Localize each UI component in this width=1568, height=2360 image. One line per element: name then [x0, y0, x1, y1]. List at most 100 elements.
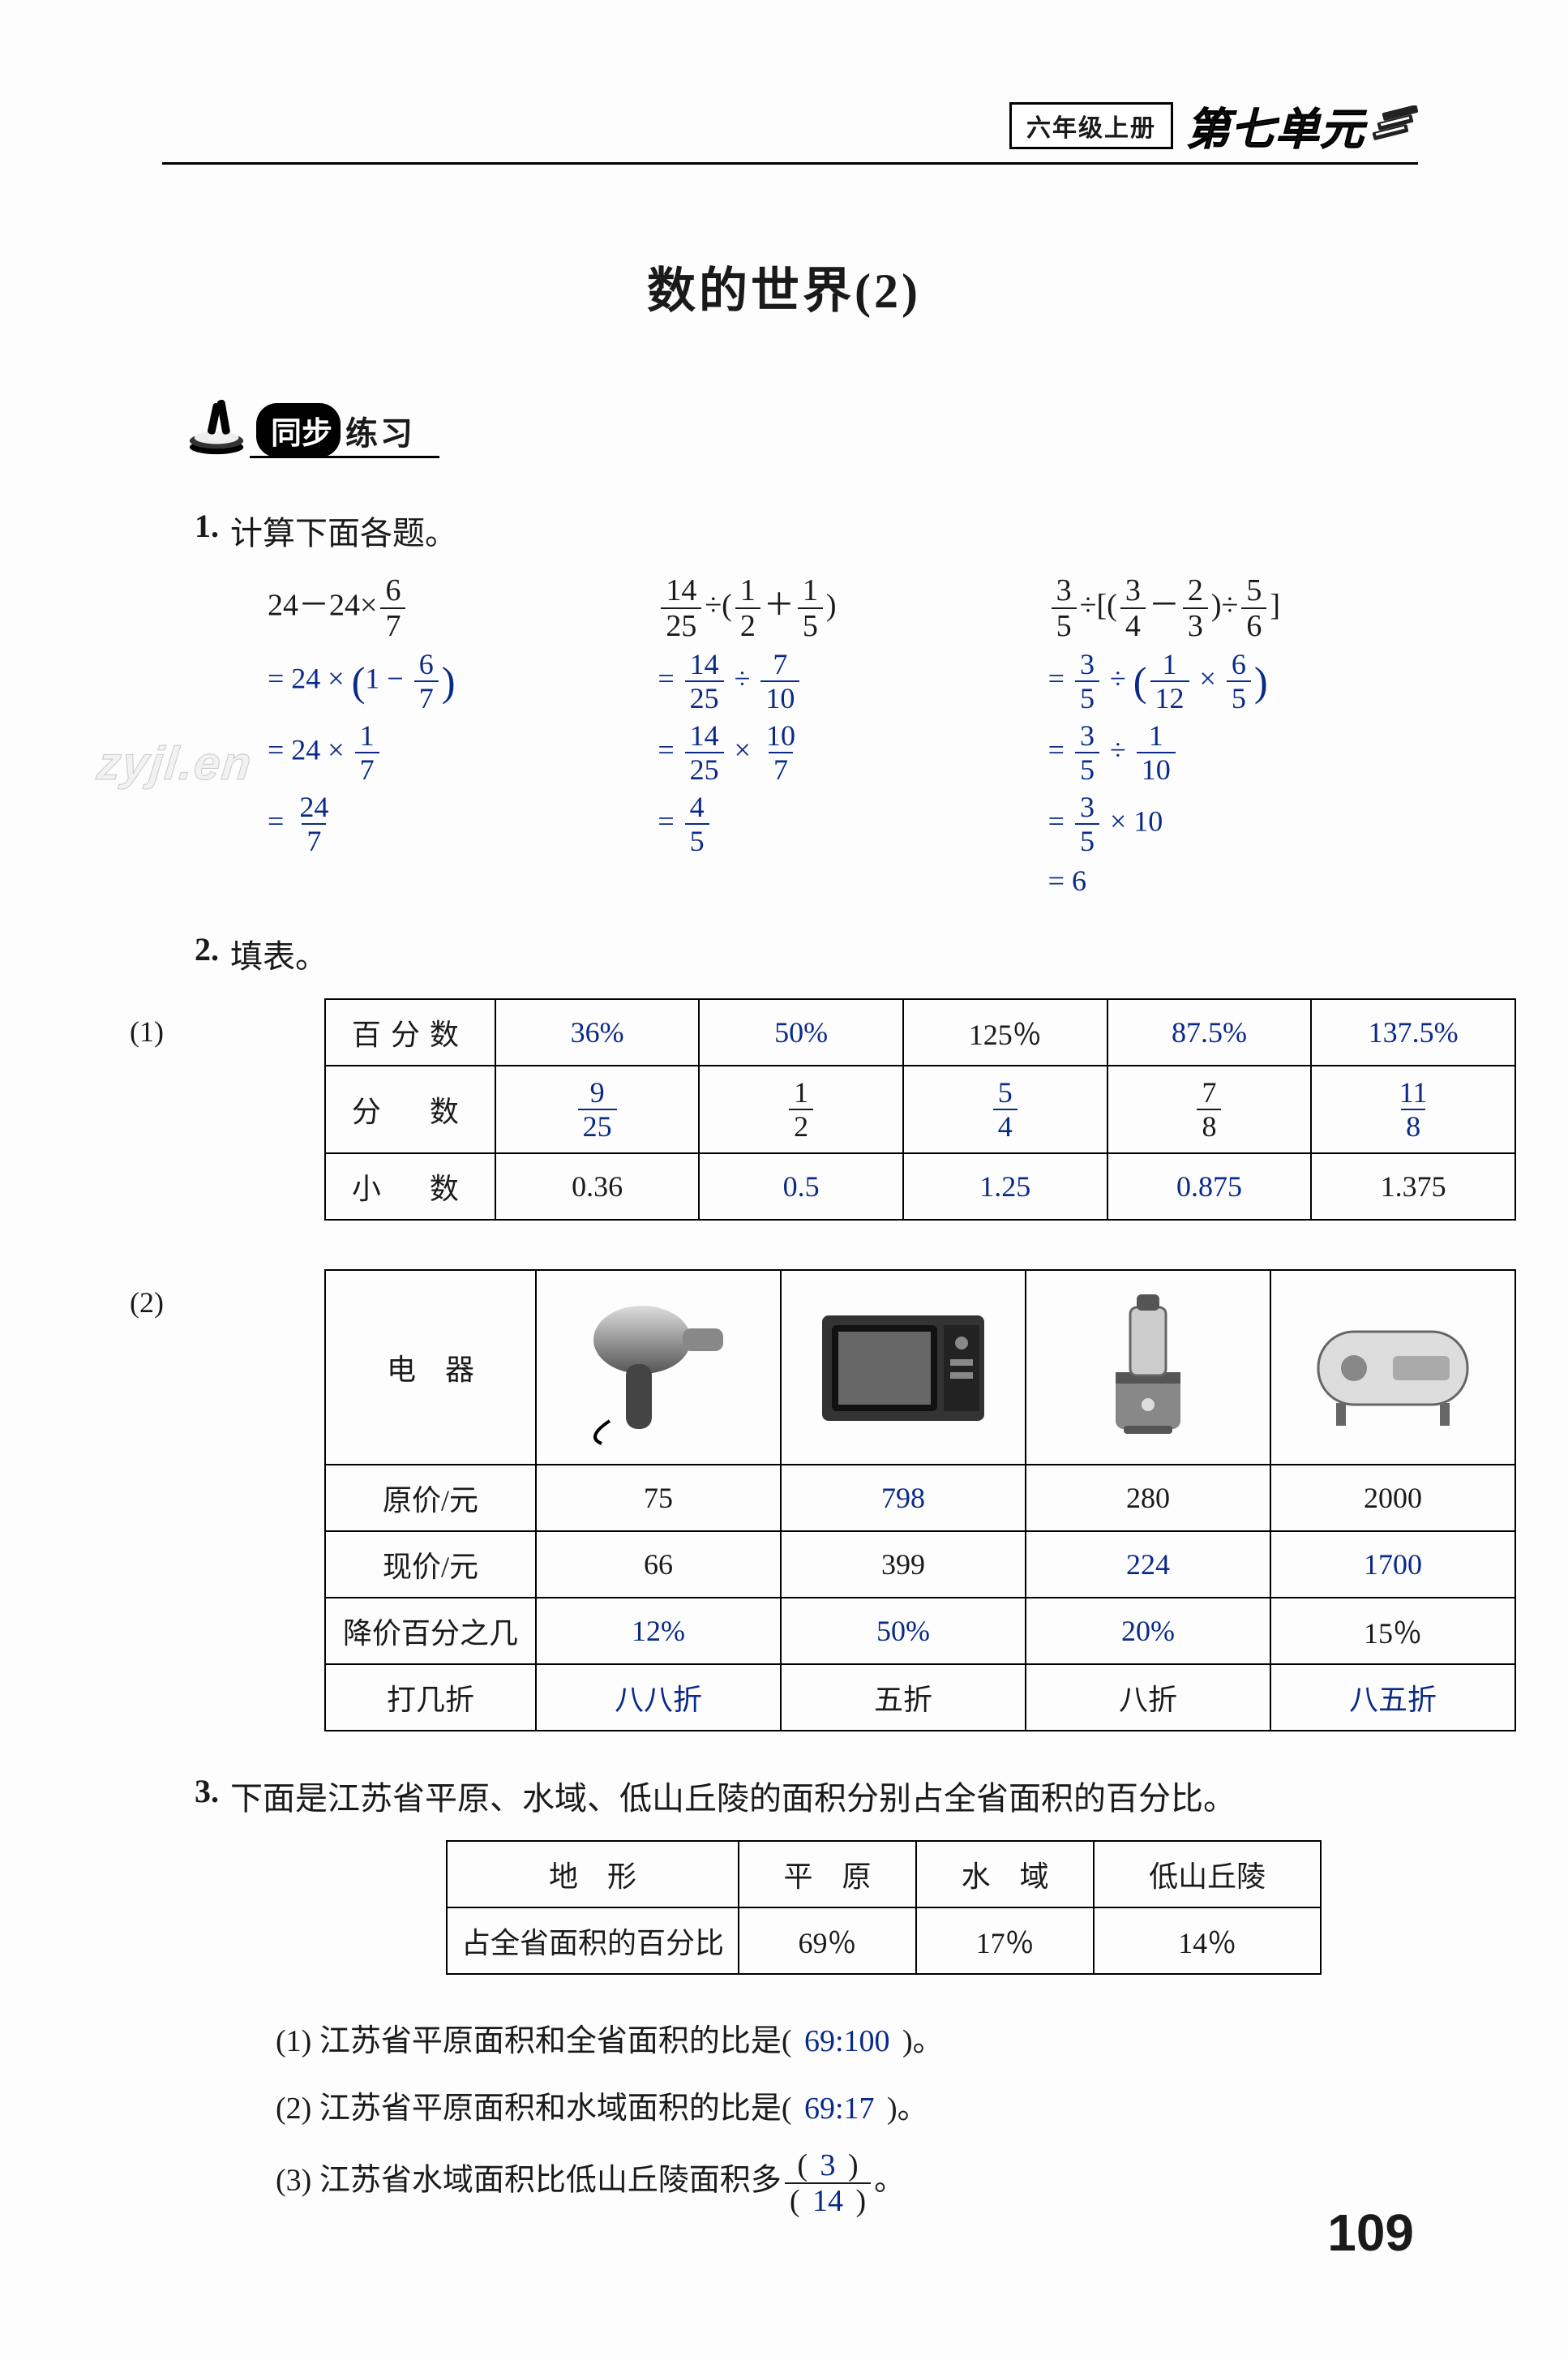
table-cell: 66: [536, 1531, 781, 1598]
table-cell: 1700: [1270, 1531, 1515, 1598]
unit-badge-text: 第七单元: [1186, 93, 1365, 157]
table-appliance-discount: 电 器 原价/元757982802000现价/元66399224: [324, 1269, 1516, 1731]
problem-text: 计算下面各题。: [230, 507, 457, 554]
table-cell: 280: [1026, 1465, 1270, 1531]
sub-label: (3): [276, 2164, 311, 2198]
sub-label: (2): [276, 2092, 311, 2126]
appliance-cell: [781, 1270, 1026, 1465]
table-cell: 0.36: [495, 1153, 700, 1220]
table-cell: 五折: [781, 1664, 1026, 1731]
table-cell: 125％: [903, 999, 1107, 1066]
row-header: 打几折: [325, 1664, 536, 1731]
table-cell: 2000: [1270, 1465, 1515, 1531]
math-step: = 1425 × 107: [658, 721, 1015, 784]
col-header: 水 域: [916, 1841, 1094, 1907]
sub-question: (1) 江苏省平原面积和全省面积的比是( 69:100 )。: [276, 2015, 1406, 2060]
page-header: 六年级上册 第七单元: [1009, 93, 1418, 157]
sub-text: )。: [887, 2092, 928, 2126]
table-cell: 14％: [1094, 1907, 1321, 1974]
table-cell: 224: [1026, 1531, 1270, 1598]
table-cell: 798: [781, 1465, 1026, 1531]
page-title: 数的世界(2): [162, 251, 1406, 322]
math-given: 1425÷(12＋15): [658, 575, 1015, 641]
table-cell: 118: [1311, 1066, 1515, 1153]
section-label-dark: 同步: [256, 403, 341, 457]
math-step: = 45: [658, 792, 1015, 856]
section-badge: 同步 练习: [186, 395, 1406, 458]
sub-question: (3) 江苏省水域面积比低山丘陵面积多( 3 )( 14 )。: [276, 2150, 1406, 2216]
hairdryer-icon: [569, 1283, 748, 1445]
table-cell: 12%: [536, 1598, 781, 1664]
row-header: 现价/元: [325, 1531, 536, 1598]
table-cell: 69％: [739, 1907, 916, 1974]
table-cell: 八五折: [1270, 1664, 1515, 1731]
sub-label: (1): [276, 2024, 311, 2058]
problem-2: 2. 填表。 (1) 百分数36%50%125％87.5%137.5%分 数92…: [195, 930, 1406, 1731]
problem-3: 3. 下面是江苏省平原、水域、低山丘陵的面积分别占全省面积的百分比。 地 形平 …: [195, 1772, 1406, 2216]
table-cell: 八八折: [536, 1664, 781, 1731]
row-header: 占全省面积的百分比: [447, 1907, 739, 1974]
col-header: 低山丘陵: [1094, 1841, 1321, 1907]
table-cell: 八折: [1026, 1664, 1270, 1731]
appliance-cell: [536, 1270, 781, 1465]
table-cell: 1.25: [903, 1153, 1107, 1220]
problem-number: 2.: [195, 930, 219, 977]
math-step: = 24 × (1 − 67): [268, 650, 625, 713]
row-header: 电 器: [325, 1270, 536, 1465]
table-cell: 78: [1107, 1066, 1312, 1153]
sub-text: 。: [874, 2164, 905, 2198]
section-label-light: 练习: [345, 407, 415, 454]
math-step: = 6: [1048, 864, 1406, 898]
row-header: 降价百分之几: [325, 1598, 536, 1664]
problem-text: 下面是江苏省平原、水域、低山丘陵的面积分别占全省面积的百分比。: [230, 1772, 1236, 1819]
watermark-text: zyjl.en: [94, 736, 255, 791]
answer: 69:100: [791, 2024, 902, 2058]
col-header: 平 原: [739, 1841, 916, 1907]
table-cell: 17％: [916, 1907, 1094, 1974]
table-cell: 87.5%: [1107, 999, 1312, 1066]
math-given: 35÷[(34－23)÷56]: [1048, 575, 1406, 641]
inkstone-icon: [186, 395, 250, 458]
microwave-icon: [814, 1283, 992, 1445]
table-cell: 50%: [699, 999, 903, 1066]
row-header: 小 数: [325, 1153, 495, 1220]
table-percent-fraction-decimal: 百分数36%50%125％87.5%137.5%分 数925125478118小…: [324, 998, 1516, 1221]
row-header: 百分数: [325, 999, 495, 1066]
header-rule: [162, 162, 1418, 165]
math-step: = 247: [268, 792, 625, 856]
math-given: 24－24×67: [268, 575, 625, 641]
books-icon: [1369, 105, 1418, 146]
math-step: = 35 ÷ 110: [1048, 721, 1406, 784]
table-cell: 399: [781, 1531, 1026, 1598]
problem-1: 1. 计算下面各题。 24－24×67= 24 × (1 − 67)= 24 ×…: [195, 507, 1406, 898]
blender-icon: [1059, 1283, 1237, 1445]
answer: 69:17: [791, 2092, 887, 2126]
page-number: 109: [1327, 2203, 1414, 2263]
appliance-cell: [1270, 1270, 1515, 1465]
table-cell: 36%: [495, 999, 700, 1066]
table-cell: 50%: [781, 1598, 1026, 1664]
table-cell: 75: [536, 1465, 781, 1531]
sub-question: (2) 江苏省平原面积和水域面积的比是( 69:17 )。: [276, 2083, 1406, 2127]
answer-fraction: ( 3 )( 14 ): [785, 2150, 871, 2216]
table-cell: 137.5%: [1311, 999, 1515, 1066]
table-cell: 0.875: [1107, 1153, 1312, 1220]
table-cell: 12: [699, 1066, 903, 1153]
math-step: = 35 ÷ (112 × 65): [1048, 650, 1406, 713]
sub-text: )。: [902, 2024, 944, 2058]
grade-badge-text: 六年级上册: [1026, 115, 1156, 142]
table-cell: 1.375: [1311, 1153, 1515, 1220]
table-2-label: (2): [130, 1285, 164, 1319]
grade-badge: 六年级上册: [1009, 102, 1173, 149]
problem-text: 填表。: [230, 930, 328, 977]
problem-number: 3.: [195, 1772, 219, 1819]
table-cell: 925: [495, 1066, 700, 1153]
col-header: 地 形: [447, 1841, 739, 1907]
unit-badge: 第七单元: [1178, 93, 1418, 157]
sub-text: 江苏省水域面积比低山丘陵面积多: [319, 2164, 782, 2198]
sub-text: 江苏省平原面积和水域面积的比是(: [319, 2092, 792, 2126]
math-step: = 35 × 10: [1048, 792, 1406, 856]
row-header: 分 数: [325, 1066, 495, 1153]
water-heater-icon: [1304, 1283, 1482, 1445]
table-1-label: (1): [130, 1015, 164, 1049]
